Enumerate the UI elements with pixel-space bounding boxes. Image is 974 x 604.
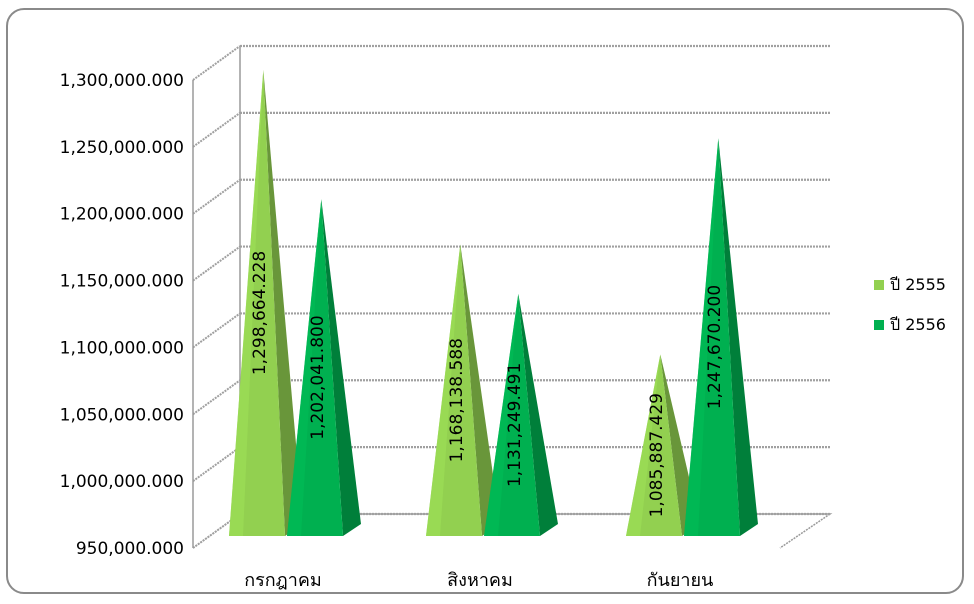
x-tick-label: สิงหาคม bbox=[447, 570, 513, 591]
legend-swatch bbox=[874, 320, 884, 330]
bar bbox=[684, 138, 758, 536]
gridline-diagonal bbox=[192, 312, 241, 349]
bar-side bbox=[518, 293, 558, 536]
data-label: 1,168,138.588 bbox=[447, 338, 467, 462]
data-label: 1,085,887.429 bbox=[647, 393, 667, 517]
bar-highlight bbox=[287, 199, 322, 536]
bar-side bbox=[263, 69, 303, 537]
gridline-diagonal bbox=[192, 245, 241, 282]
bar-side bbox=[321, 199, 361, 536]
bar bbox=[426, 244, 500, 536]
y-tick-label: 1,250,000.000 bbox=[60, 138, 184, 158]
legend-swatch bbox=[874, 280, 884, 290]
bar-highlight bbox=[484, 293, 519, 536]
y-tick-label: 1,050,000.000 bbox=[60, 405, 184, 425]
data-labels: 1,298,664.228 1,202,041.800 1,168,138.588 1… bbox=[250, 251, 725, 518]
legend: ปี 2555 ปี 2556 bbox=[874, 275, 946, 334]
y-tick-label: 1,100,000.000 bbox=[60, 338, 184, 358]
data-label: 1,131,249.491 bbox=[505, 363, 525, 487]
y-tick-label: 950,000.000 bbox=[76, 539, 184, 559]
bar-highlight bbox=[229, 69, 264, 537]
gridline-diagonal bbox=[192, 379, 241, 416]
x-tick-label: กันยายน bbox=[647, 570, 714, 591]
gridline-diagonal bbox=[192, 112, 241, 148]
y-tick-label: 1,200,000.000 bbox=[60, 205, 184, 225]
y-tick-label: 1,150,000.000 bbox=[60, 272, 184, 292]
bar bbox=[229, 69, 303, 537]
data-label: 1,202,041.800 bbox=[308, 315, 328, 439]
bar-highlight bbox=[426, 244, 461, 536]
floor-outline bbox=[192, 513, 833, 549]
gridline-diagonal bbox=[192, 45, 241, 81]
gridline-diagonal bbox=[192, 178, 241, 215]
x-tick-label: กรกฎาคม bbox=[244, 570, 322, 591]
bar-highlight bbox=[626, 354, 661, 536]
bar-side bbox=[718, 138, 758, 536]
bars bbox=[229, 69, 758, 537]
data-label: 1,298,664.228 bbox=[250, 251, 270, 375]
y-tick-label: 1,000,000.000 bbox=[60, 472, 184, 492]
data-label: 1,247,670.200 bbox=[705, 285, 725, 409]
x-axis: กรกฎาคม สิงหาคม กันยายน bbox=[244, 570, 713, 591]
y-tick-label: 1,300,000.000 bbox=[60, 71, 184, 91]
bar bbox=[484, 293, 558, 536]
legend-label: ปี 2556 bbox=[890, 315, 946, 334]
bar-side bbox=[460, 244, 500, 536]
y-axis: 950,000.000 1,000,000.000 1,050,000.000 1,1… bbox=[60, 71, 194, 559]
gridline-diagonal bbox=[192, 446, 241, 482]
bar-highlight bbox=[684, 138, 719, 536]
bar bbox=[287, 199, 361, 536]
legend-label: ปี 2555 bbox=[890, 275, 946, 294]
